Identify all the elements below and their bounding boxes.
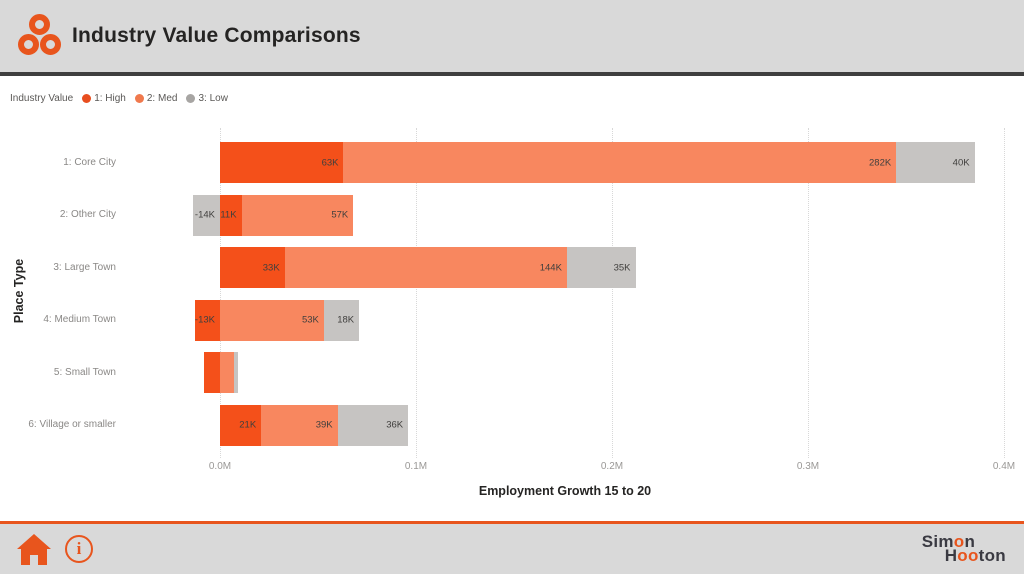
bar-segment[interactable]: -14K [192,194,220,236]
chart-legend: Industry Value 1: High 2: Med 3: Low [10,90,228,106]
gridline-0.4M [1004,128,1005,458]
data-label: 40K [952,157,970,168]
data-label: 282K [869,157,892,168]
home-icon[interactable] [16,531,52,567]
stacked-bar-chart: Industry Value 1: High 2: Med 3: Low Place… [10,90,1016,499]
legend-item-2[interactable]: 2: Med [134,92,178,104]
category-label: 6: Village or smaller [28,419,116,430]
brand-line-2: Hooton [944,546,1006,565]
category-label: 5: Small Town [53,366,116,378]
info-icon[interactable]: i [65,535,93,563]
bar-segment[interactable]: 282K [343,142,897,183]
bar-segment[interactable] [233,352,238,393]
bar-segment[interactable]: 11K [220,194,242,236]
three-rings-logo-icon [18,14,62,58]
bar-segment[interactable]: 144K [284,247,567,288]
bar-segment[interactable]: 36K [337,404,409,446]
x-tick-label: 0.3M [796,461,820,472]
brand-o-ring: o [953,532,965,551]
data-label: 144K [539,262,562,273]
x-tick-label: 0.1M [404,461,428,472]
bar-segment[interactable]: -13K [194,299,220,341]
gridline-0.2M [612,128,613,458]
bar-segment[interactable]: 35K [566,247,636,288]
data-label: 21K [239,419,257,431]
legend-title: Industry Value [10,92,74,104]
bar-segment[interactable]: 57K [241,194,354,236]
bar-segment[interactable]: 63K [220,142,344,183]
logo-ring-bottom-right [40,34,61,55]
category-label: 2: Other City [59,209,116,220]
footer-bar: i Simon Hooton [0,524,1024,574]
gridline-0.1M [416,128,417,458]
bar-segment[interactable]: 53K [220,299,324,341]
logo-ring-bottom-left [18,34,39,55]
legend-item-label: 3: Low [198,92,228,104]
data-label: 33K [262,262,280,273]
x-tick-label: 0.4M [992,461,1016,472]
brand-oo-rings: oo [957,546,979,565]
category-label: 3: Large Town [53,261,116,273]
x-tick-label: 0.2M [600,461,624,472]
bar-segment[interactable]: 21K [220,404,262,446]
legend-item-label: 1: High [94,92,126,104]
data-label: 39K [315,419,333,431]
header-bar: Industry Value Comparisons [0,0,1024,76]
bar-segment[interactable]: 40K [896,142,975,183]
gridline-0.3M [808,128,809,458]
x-axis-title: Employment Growth 15 to 20 [478,484,652,498]
x-tick-label: 0.0M [208,461,232,472]
y-axis-title: Place Type [12,258,26,324]
data-label: 57K [331,209,349,221]
data-label: 36K [386,419,404,431]
legend-dot-icon [134,93,144,103]
legend-dot-icon [82,93,92,103]
data-label: -14K [194,209,215,221]
footer-accent-divider [0,521,1024,524]
logo-ring-top [29,14,50,35]
legend-item-3[interactable]: 3: Low [186,92,228,104]
data-label: 11K [220,209,237,221]
category-label: 1: Core City [63,156,116,168]
data-label: 18K [337,314,355,326]
simon-hooton-logo: Simon Hooton [921,532,1006,565]
brand-line-1: Simon [921,532,976,551]
data-label: 35K [613,262,631,273]
bar-segment[interactable] [220,352,234,393]
gridline-0.0M [220,128,221,458]
bar-segment[interactable]: 39K [261,404,338,446]
category-label: 4: Medium Town [43,314,116,325]
legend-dot-icon [186,93,196,103]
data-label: 53K [301,314,319,326]
page-title: Industry Value Comparisons [72,24,361,47]
bar-segment[interactable]: 33K [220,247,285,288]
data-label: -13K [194,314,215,326]
data-label: 63K [321,157,339,168]
bar-segment[interactable]: 18K [323,299,360,341]
bar-segment[interactable] [204,352,220,393]
legend-item-1[interactable]: 1: High [82,93,126,104]
legend-item-label: 2: Med [146,92,178,104]
